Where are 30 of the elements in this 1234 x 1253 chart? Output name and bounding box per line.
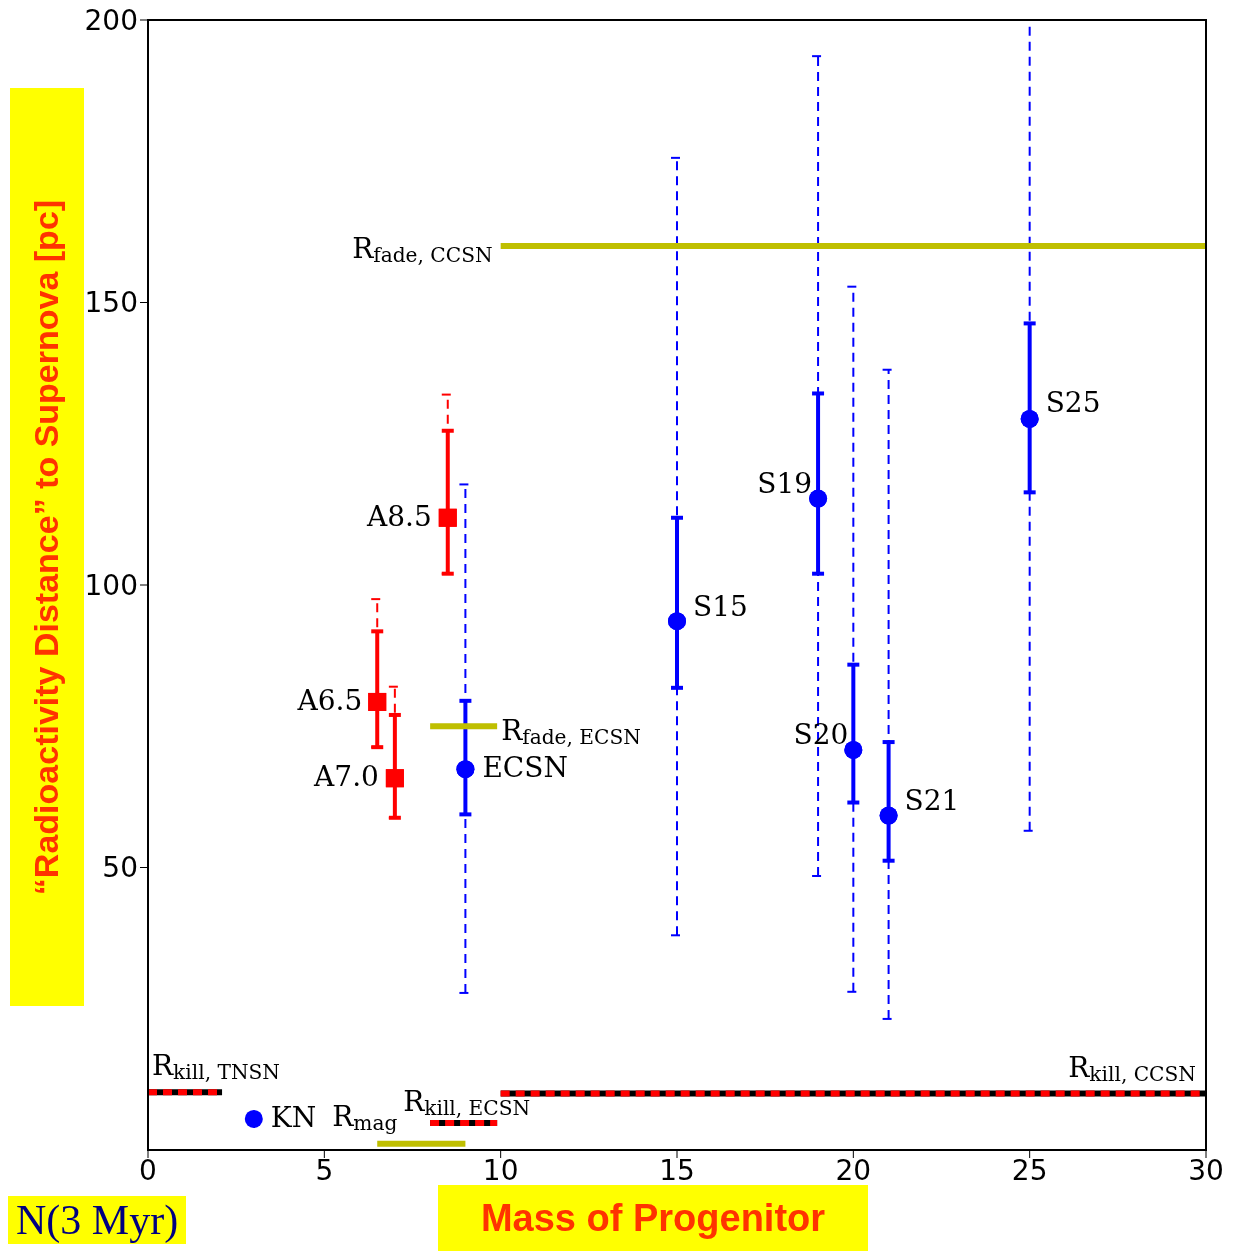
y-tick-label: 50 [102,851,138,885]
x-tick-label: 20 [835,1153,872,1187]
annotation: R$_{mag}$ [332,1099,398,1135]
x-tick-label: 10 [482,1153,519,1187]
annotation: ECSN [482,750,568,784]
x-tick-label: 30 [1188,1153,1224,1187]
annotation: A7.0 [313,759,379,793]
annotation: R$_{fade, ECSN}$ [501,713,641,749]
y-axis-title: “Radioactivity Distance” to Supernova [pc] [27,199,67,895]
x-tick-label: 5 [315,1153,334,1187]
annotation: S20 [793,717,849,751]
text: N(3 Myr) [8,1196,187,1244]
annotation: R$_{kill, CCSN}$ [1068,1050,1196,1085]
annotation: A6.5 [296,683,363,717]
annotation: S21 [904,783,960,817]
annotation: R$_{fade, CCSN}$ [352,231,493,267]
y-tick-label: 100 [84,568,138,602]
annotation: S15 [693,589,748,623]
x-tick-label: 0 [139,1153,157,1187]
x-tick-label: 15 [659,1153,695,1187]
annotation: S25 [1045,385,1101,419]
annotation: R$_{kill, TNSN}$ [152,1048,280,1084]
annotation: A8.5 [366,499,432,533]
x-tick-label: 25 [1011,1153,1048,1187]
x-axis-title: Mass of Progenitor [438,1185,868,1251]
y-tick-label: 200 [84,3,138,37]
y-tick-label: 150 [84,286,138,320]
annotation: KN [270,1100,317,1134]
annotation: S19 [757,466,813,500]
annotation: R$_{kill, ECSN}$ [403,1084,531,1120]
